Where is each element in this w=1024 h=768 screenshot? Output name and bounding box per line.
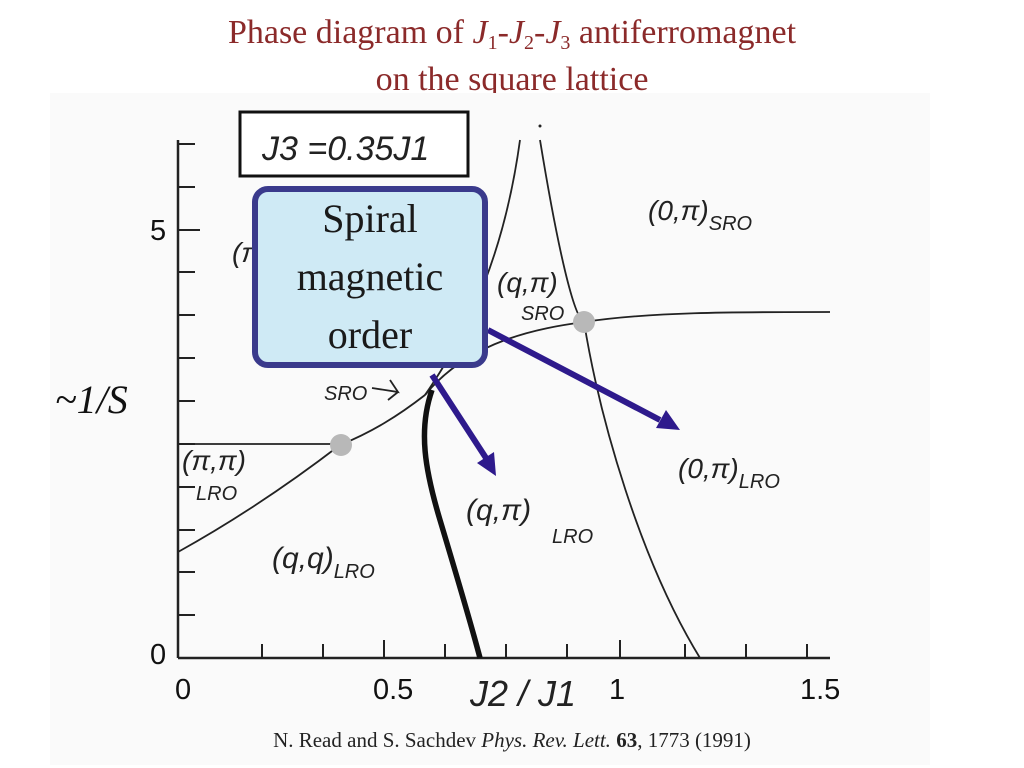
- title-suffix: antiferromagnet: [570, 14, 797, 51]
- phase-q-pi-sro-sub: SRO: [521, 303, 564, 325]
- x-axis-ticks: [261, 640, 808, 658]
- phase-pi-pi-lro: (π,π): [182, 445, 246, 476]
- phase-sro-small: SRO: [324, 383, 367, 405]
- x-tick-label-0-5: 0.5: [373, 674, 413, 706]
- phase-zero-pi-sro: (0,π)SRO: [648, 195, 752, 235]
- parameter-box: [238, 110, 470, 178]
- citation-journal: Phys. Rev. Lett.: [481, 728, 611, 752]
- inverse-s-label: ~1/S: [55, 377, 128, 422]
- phase-q-q-lro: (q,q)LRO: [272, 542, 375, 583]
- citation-volume: 63: [616, 728, 638, 752]
- phase-q-pi-lro-sub: LRO: [552, 526, 593, 548]
- title-j3-sub: 3: [560, 32, 571, 54]
- title-prefix: Phase diagram of: [227, 14, 473, 51]
- phase-pi-pi-lro-sub: LRO: [196, 483, 237, 505]
- x-axis-label: J2 / J1: [469, 673, 576, 714]
- title-dash-1: -: [497, 14, 509, 51]
- thick-boundary: [421, 389, 483, 659]
- x-tick-label-1-5: 1.5: [800, 674, 840, 706]
- spiral-order-callout: Spiral magnetic order: [252, 186, 488, 368]
- callout-text: Spiral magnetic order: [297, 190, 444, 364]
- boundary-qq-pipi: [177, 444, 341, 553]
- citation-rest: , 1773 (1991): [637, 728, 751, 752]
- sro-pointer-arrow: [371, 379, 400, 401]
- callout-line-3: order: [327, 312, 413, 357]
- phase-q-pi-sro: (q,π): [497, 267, 558, 298]
- parameter-box-text: J3 =0.35J1: [261, 130, 429, 168]
- title-j2: J: [508, 14, 524, 51]
- title-j1: J: [472, 14, 488, 51]
- y-axis-ticks: [178, 143, 200, 616]
- phase-diagram-svg: 5 0 0 0.5 1 1.5 J2 / J1 J3 =0.35J1 (0,π)…: [150, 110, 840, 714]
- critical-point-marker-left: [330, 434, 352, 456]
- phase-zero-pi-lro: (0,π)LRO: [678, 453, 780, 493]
- y-tick-label-0: 0: [150, 639, 166, 671]
- x-tick-label-1: 1: [609, 674, 625, 706]
- phase-diagram-figure: 5 0 0 0.5 1 1.5 J2 / J1 J3 =0.35J1 (0,π)…: [50, 93, 930, 765]
- title-line-1: Phase diagram of J1-J2-J3 antiferromagne…: [0, 13, 1024, 63]
- callout-line-1: Spiral: [322, 196, 418, 241]
- arrowhead-zero-pi-lro: [656, 410, 680, 430]
- callout-arrows: [429, 327, 680, 476]
- arrowhead-q-pi-lro: [477, 452, 496, 476]
- citation-authors: N. Read and S. Sachdev: [273, 728, 482, 752]
- title-line-2: on the square lattice: [375, 61, 649, 98]
- citation: N. Read and S. Sachdev Phys. Rev. Lett. …: [0, 728, 1024, 753]
- cusp-dot: [538, 124, 542, 128]
- title-j2-sub: 2: [524, 32, 534, 54]
- y-tick-label-5: 5: [150, 215, 166, 247]
- critical-point-marker-right: [573, 311, 595, 333]
- boundary-sro-lro: [583, 311, 831, 323]
- title-j3: J: [545, 14, 561, 51]
- boundary-q-pi-zero-pi: [583, 321, 701, 659]
- title-dash-2: -: [534, 14, 546, 51]
- phase-q-pi-lro: (q,π): [466, 494, 531, 527]
- callout-line-2: magnetic: [296, 254, 444, 299]
- title-j1-sub: 1: [487, 32, 498, 54]
- x-tick-label-0: 0: [175, 674, 191, 706]
- arrow-to-zero-pi-lro: [486, 327, 662, 423]
- arrow-to-q-pi-lro: [429, 373, 489, 460]
